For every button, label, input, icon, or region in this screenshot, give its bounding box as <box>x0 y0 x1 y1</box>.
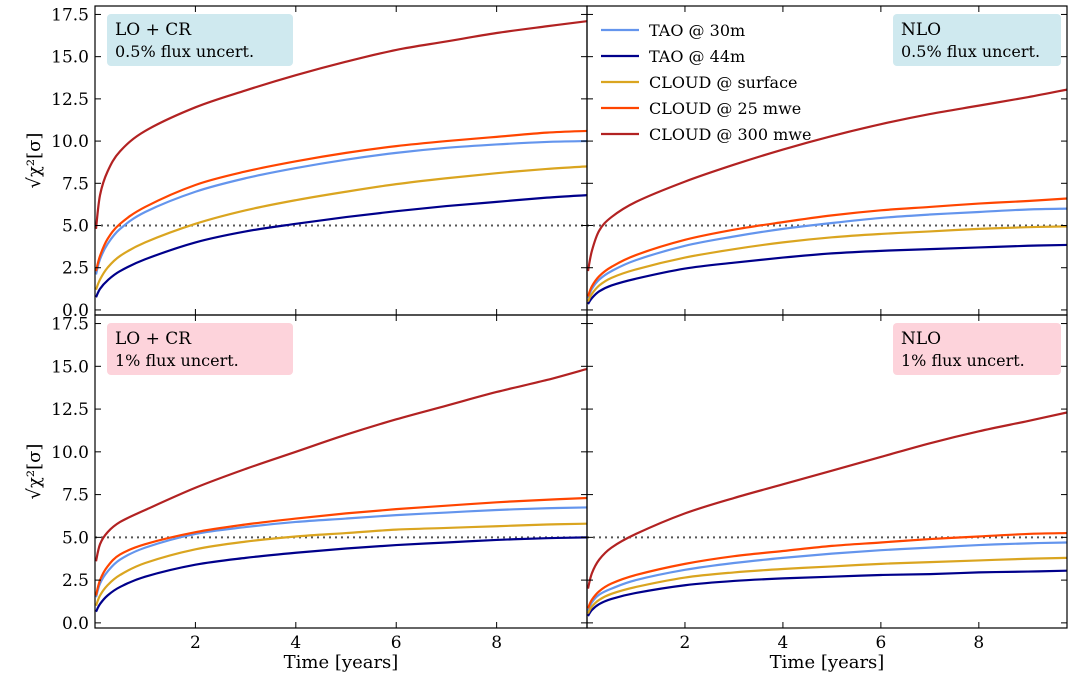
x-tick-label: 4 <box>778 633 789 653</box>
series-line-tao44 <box>587 243 1067 305</box>
y-tick-label: 12.5 <box>51 400 89 420</box>
y-tick-label: 17.5 <box>51 315 89 335</box>
x-tick-label: 6 <box>875 633 886 653</box>
series-line-tao44 <box>95 536 587 613</box>
y-tick-label: 0.0 <box>62 614 89 634</box>
annotation-box <box>893 323 1061 375</box>
y-tick-label: 10.0 <box>51 443 89 463</box>
series-line-cloud_25 <box>95 496 587 596</box>
y-tick-label: 5.0 <box>62 528 89 548</box>
legend-label: CLOUD @ 300 mwe <box>649 125 811 144</box>
legend-item-cloud_300: CLOUD @ 300 mwe <box>601 125 811 144</box>
y-axis-label-bottom: √χ²[σ] <box>24 444 45 500</box>
y-tick-label: 2.5 <box>62 571 89 591</box>
panel-bottom-left: 0.0 2.5 5.0 7.5 10.0 12.5 15.0 17.5 2 4 6 8 LO + CR 1… <box>51 314 588 653</box>
series-line-tao30 <box>95 139 587 275</box>
y-tick-label: 15.0 <box>51 48 89 68</box>
series-line-cloud_300 <box>95 367 587 562</box>
x-axis-label-left: Time [years] <box>284 652 399 673</box>
annotation-subtitle: 1% flux uncert. <box>115 351 239 370</box>
panel-bottom-right: 2 4 6 8 NLO 1% flux uncert. <box>586 314 1068 653</box>
x-tick-label: 4 <box>290 633 301 653</box>
x-axis-label-right: Time [years] <box>770 652 885 673</box>
series-line-tao44 <box>587 569 1067 617</box>
panels-layer: 0.0 2.5 5.0 7.5 10.0 12.5 15.0 17.5 LO + CR 0.5% … <box>51 5 1068 653</box>
legend-item-tao44: TAO @ 44m <box>601 47 745 66</box>
series-line-cloud_300 <box>587 411 1067 589</box>
annotation-box <box>107 14 293 66</box>
annotation-title: LO + CR <box>115 329 192 349</box>
series-line-cloud_25 <box>587 531 1067 609</box>
x-tick-label: 6 <box>391 633 402 653</box>
panel-top-left: 0.0 2.5 5.0 7.5 10.0 12.5 15.0 17.5 LO + CR 0.5% … <box>51 5 588 321</box>
series-line-cloud_25 <box>587 197 1067 297</box>
series-line-cloud_300 <box>95 20 587 230</box>
legend-item-cloud_25: CLOUD @ 25 mwe <box>601 99 801 118</box>
legend: TAO @ 30m TAO @ 44m CLOUD @ surface CLOUD @… <box>601 21 811 144</box>
annotation-subtitle: 1% flux uncert. <box>901 351 1025 370</box>
y-tick-label: 5.0 <box>62 217 89 237</box>
y-tick-label: 15.0 <box>51 357 89 377</box>
series-line-cloud_25 <box>95 129 587 272</box>
y-tick-label: 10.0 <box>51 132 89 152</box>
series-line-cloud_300 <box>587 88 1067 272</box>
series-line-tao30 <box>95 506 587 598</box>
annotation-box <box>107 323 293 375</box>
annotation-title: NLO <box>901 329 941 349</box>
y-tick-label: 0.0 <box>62 301 89 321</box>
series-line-tao30 <box>587 541 1067 612</box>
legend-label: TAO @ 30m <box>649 21 745 40</box>
series-line-cloud_surface <box>587 556 1067 615</box>
x-tick-label: 2 <box>190 633 201 653</box>
annotation-box <box>893 14 1061 66</box>
legend-item-tao30: TAO @ 30m <box>601 21 745 40</box>
annotation-subtitle: 0.5% flux uncert. <box>901 42 1040 61</box>
y-tick-label: 12.5 <box>51 90 89 110</box>
legend-label: TAO @ 44m <box>649 47 745 66</box>
annotation-subtitle: 0.5% flux uncert. <box>115 42 254 61</box>
y-tick-label: 7.5 <box>62 174 89 194</box>
series-line-tao30 <box>587 207 1067 299</box>
series-line-cloud_surface <box>587 225 1067 302</box>
legend-label: CLOUD @ surface <box>649 73 798 92</box>
series-line-tao44 <box>95 194 587 298</box>
axis-labels: Time [years] Time [years] √χ²[σ] √χ²[σ] <box>24 133 884 673</box>
legend-label: CLOUD @ 25 mwe <box>649 99 801 118</box>
x-tick-label: 8 <box>491 633 502 653</box>
y-tick-label: 7.5 <box>62 486 89 506</box>
annotation-title: LO + CR <box>115 20 192 40</box>
y-tick-label: 17.5 <box>51 5 89 25</box>
x-tick-label: 8 <box>973 633 984 653</box>
y-tick-label: 2.5 <box>62 259 89 279</box>
x-tick-label: 2 <box>680 633 691 653</box>
plot-frame <box>586 314 1068 629</box>
series-line-cloud_surface <box>95 522 587 607</box>
annotation-title: NLO <box>901 20 941 40</box>
y-axis-label-top: √χ²[σ] <box>24 133 45 189</box>
series-line-cloud_surface <box>95 165 587 291</box>
legend-item-cloud_surface: CLOUD @ surface <box>601 73 798 92</box>
